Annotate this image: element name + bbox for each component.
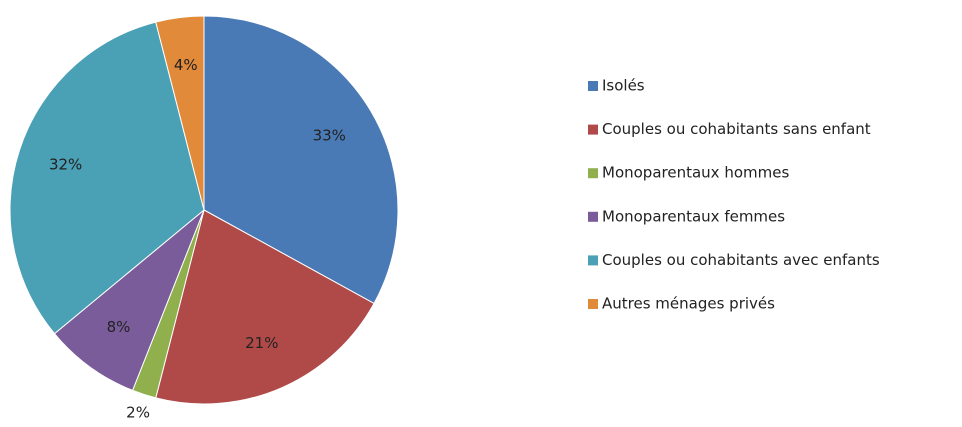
pie-slice: [155, 15, 205, 211]
data-label: 33%: [313, 126, 346, 144]
pie-slice: [9, 21, 205, 335]
data-label: 4%: [174, 56, 198, 74]
legend-swatch: [588, 299, 598, 309]
data-label: 8%: [107, 318, 131, 336]
legend-label: Monoparentaux femmes: [602, 207, 785, 225]
legend-label: Couples ou cohabitants avec enfants: [602, 251, 880, 269]
legend-label: Monoparentaux hommes: [602, 164, 789, 182]
pie-slice: [203, 15, 399, 305]
data-label: 32%: [49, 156, 82, 174]
pie-slice: [53, 209, 205, 392]
legend-swatch: [588, 81, 598, 91]
legend-label: Isolés: [602, 77, 645, 95]
legend-label: Autres ménages privés: [602, 295, 775, 313]
legend-swatch: [588, 255, 598, 266]
data-label: 2%: [126, 403, 150, 421]
legend-swatch: [588, 211, 598, 222]
data-label: 21%: [245, 334, 278, 352]
legend-swatch: [588, 124, 598, 135]
pie-slice: [155, 209, 375, 405]
legend-label: Couples ou cohabitants sans enfant: [602, 120, 871, 138]
legend-swatch: [588, 168, 598, 179]
